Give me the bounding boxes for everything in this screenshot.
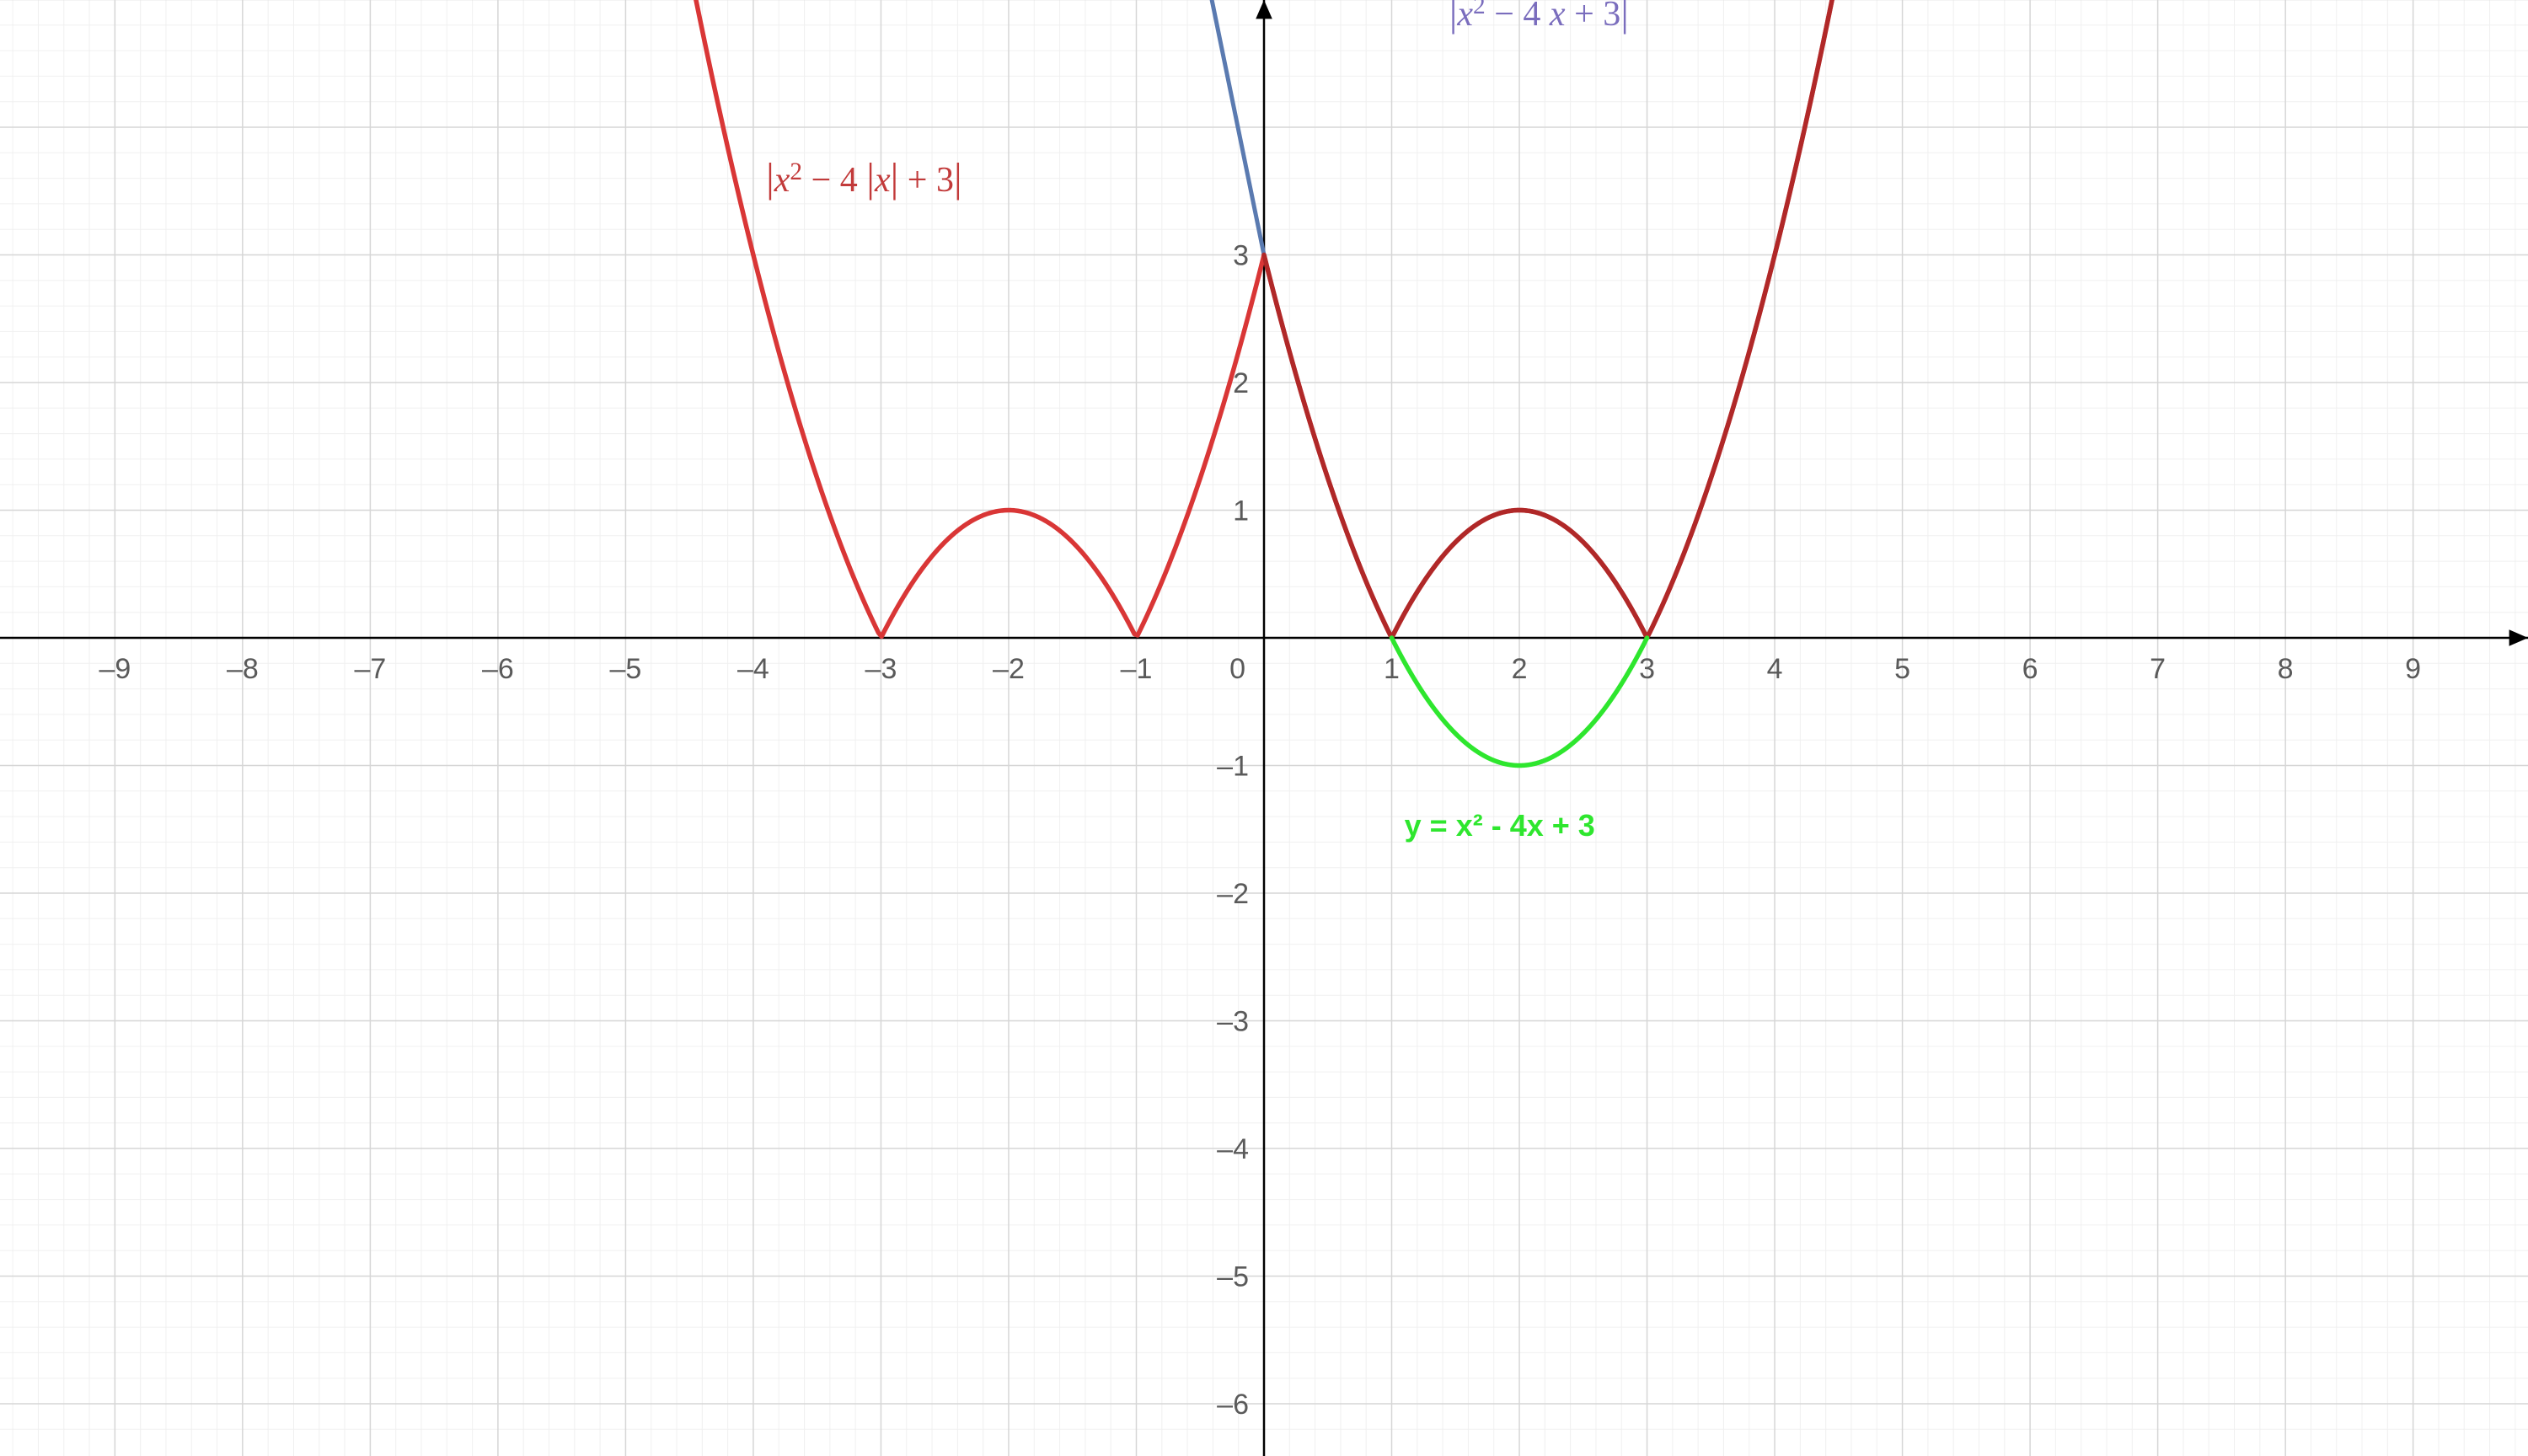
purple-formula-label: |x2 − 4 x + 3| <box>1449 0 1629 35</box>
x-tick-label: –5 <box>610 653 642 685</box>
x-tick-label: 7 <box>2150 653 2166 685</box>
x-tick-label: –2 <box>993 653 1025 685</box>
green-formula-label: y = x² - 4x + 3 <box>1405 808 1595 843</box>
x-tick-label: 5 <box>1894 653 1910 685</box>
x-tick-label: 9 <box>2405 653 2421 685</box>
x-tick-label: –1 <box>1121 653 1153 685</box>
x-tick-label: –4 <box>737 653 769 685</box>
y-tick-label: –2 <box>1217 878 1249 910</box>
x-tick-label: –6 <box>482 653 514 685</box>
y-tick-label: –6 <box>1217 1389 1249 1421</box>
y-tick-label: –1 <box>1217 751 1249 783</box>
x-tick-label: –7 <box>354 653 386 685</box>
x-tick-label: 8 <box>2278 653 2294 685</box>
x-tick-label: 6 <box>2022 653 2038 685</box>
formula-labels: |x2 − 4 |x| + 3| |x2 − 4 x + 3| y = x² - 4… <box>766 0 1629 843</box>
darkred-curve <box>1264 0 2528 637</box>
x-tick-label: –3 <box>865 653 897 685</box>
y-tick-label: –5 <box>1217 1261 1249 1293</box>
x-tick-label: –8 <box>227 653 259 685</box>
x-tick-label: 3 <box>1639 653 1655 685</box>
x-tick-label: 2 <box>1512 653 1528 685</box>
x-tick-label: 1 <box>1384 653 1400 685</box>
x-tick-label: –9 <box>99 653 131 685</box>
x-tick-label: 4 <box>1767 653 1783 685</box>
red-formula-label: |x2 − 4 |x| + 3| <box>766 156 962 201</box>
y-tick-label: 2 <box>1233 367 1249 399</box>
x-tick-label: 0 <box>1229 653 1245 685</box>
y-tick-label: 1 <box>1233 495 1249 527</box>
y-tick-label: –4 <box>1217 1133 1249 1165</box>
y-tick-label: 3 <box>1233 240 1249 272</box>
y-tick-label: –3 <box>1217 1006 1249 1038</box>
axes <box>0 0 2528 1456</box>
coordinate-plot: –9 –8 –7 –6 –5 –4 –3 –2 –1 0 1 2 3 4 5 6 7 8 9 –6 –5 –4 –3 –2 –1… <box>0 0 2528 1456</box>
